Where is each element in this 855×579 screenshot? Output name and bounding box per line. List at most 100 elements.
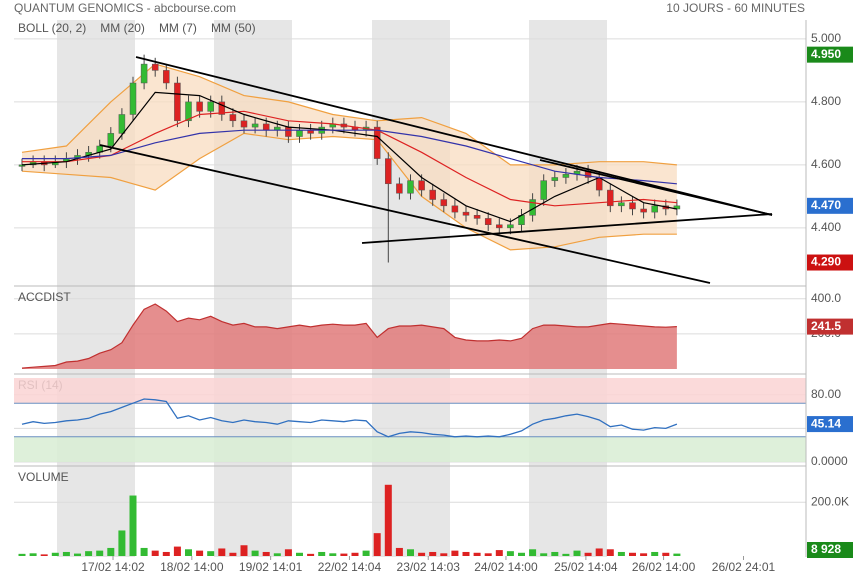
volume-bar (240, 545, 248, 556)
volume-bar (462, 551, 470, 556)
y-tick-label: 4.600 (811, 157, 841, 171)
candle-body (407, 180, 414, 194)
value-box (807, 254, 853, 271)
volume-bar (629, 552, 636, 556)
volume-bar (173, 546, 181, 556)
volume-bar (518, 552, 525, 556)
day-band (529, 20, 607, 557)
value-box (807, 318, 853, 335)
rsi-line (21, 398, 678, 438)
candle-body (373, 126, 381, 159)
value-box (807, 197, 853, 214)
legend-entry: MM (20) (100, 21, 145, 35)
candle-body (240, 120, 248, 128)
separators (14, 20, 807, 557)
moving-average (22, 110, 677, 207)
panel-title: ACCDIST (18, 290, 71, 304)
candle-body (118, 114, 126, 134)
volume-bar (85, 551, 93, 556)
candle-body (473, 215, 481, 219)
candle-body (285, 126, 292, 137)
volume-bar (595, 548, 603, 556)
volume-bar (407, 549, 414, 556)
x-tick-label: 26/02 24:01 (712, 560, 776, 574)
candle-body (140, 63, 148, 84)
y-tick-label: 200.0K (811, 494, 849, 508)
volume-bar (40, 554, 48, 556)
volume-bar (318, 551, 326, 556)
candle-body (618, 202, 625, 207)
trend-line (135, 56, 773, 216)
volume-bar (418, 552, 426, 556)
volume-bar (551, 551, 559, 556)
volume-bar (573, 550, 581, 556)
candle-body (196, 101, 203, 112)
x-tick-label: 25/02 14:04 (554, 560, 618, 574)
volume-bar (162, 551, 170, 556)
volume-bar (18, 553, 26, 556)
volume-bar (395, 547, 403, 556)
volume-bar (151, 550, 159, 556)
volume-bar (606, 549, 614, 556)
y-tick-label: 0.0000 (811, 454, 848, 468)
volume-bar (662, 552, 670, 556)
volume-bar (451, 550, 459, 556)
volume-bar (495, 550, 503, 556)
candle-body (429, 189, 436, 200)
candle-body (551, 177, 559, 181)
candle-body (440, 199, 448, 207)
moving-average (22, 129, 677, 185)
volume-bar (440, 553, 448, 556)
y-tick-label: 4.400 (811, 220, 841, 234)
x-tick-label: 19/02 14:01 (239, 560, 303, 574)
volume-bar (362, 550, 370, 556)
x-tick-label: 24/02 14:00 (474, 560, 538, 574)
trend-lines (99, 56, 773, 284)
volume-bar (140, 547, 148, 556)
trend-line (361, 213, 773, 244)
volume-bar (185, 549, 192, 556)
legend-entry: MM (7) (159, 21, 197, 35)
candle-body (651, 205, 658, 213)
x-tick-label: 18/02 14:00 (160, 560, 224, 574)
period: 10 JOURS - 60 MINUTES (666, 1, 805, 15)
area-fill (22, 304, 677, 369)
volume-bar (506, 551, 514, 556)
candle-body (129, 82, 137, 115)
candle-body (151, 63, 159, 71)
volume-bar (584, 552, 592, 556)
candle-body (462, 211, 470, 216)
moving-average (21, 91, 678, 223)
candle-body (163, 70, 170, 84)
volume-bar (484, 553, 492, 556)
candle-body (262, 123, 270, 131)
volume-bar (284, 549, 292, 556)
volume-bar (651, 551, 659, 556)
candle-body (418, 180, 425, 191)
value-box (807, 542, 853, 558)
volume-bar (384, 484, 392, 556)
candle-body (451, 205, 459, 213)
value-label: 8 928 (811, 542, 841, 556)
volume-bar (229, 552, 237, 556)
x-tick-label: 17/02 14:02 (81, 560, 145, 574)
volume-bar (196, 550, 204, 556)
volume-bar (62, 551, 70, 556)
volume-bar (273, 553, 281, 556)
volume-bar (640, 553, 648, 556)
volume-bar (373, 533, 381, 556)
volume-bar (307, 553, 315, 556)
volume-bar (251, 550, 259, 556)
value-label: 241.5 (811, 319, 841, 333)
y-tick-label: 5.000 (811, 31, 841, 45)
volume-bar (218, 548, 226, 556)
volume-bar (329, 553, 337, 556)
candle-body (218, 101, 226, 115)
volume-bar (29, 553, 37, 556)
rsi-zone (14, 378, 806, 404)
x-tick-label: 26/02 14:00 (632, 560, 696, 574)
trend-line (99, 144, 711, 284)
volume-bar (562, 553, 570, 556)
volume-bar (118, 530, 126, 556)
